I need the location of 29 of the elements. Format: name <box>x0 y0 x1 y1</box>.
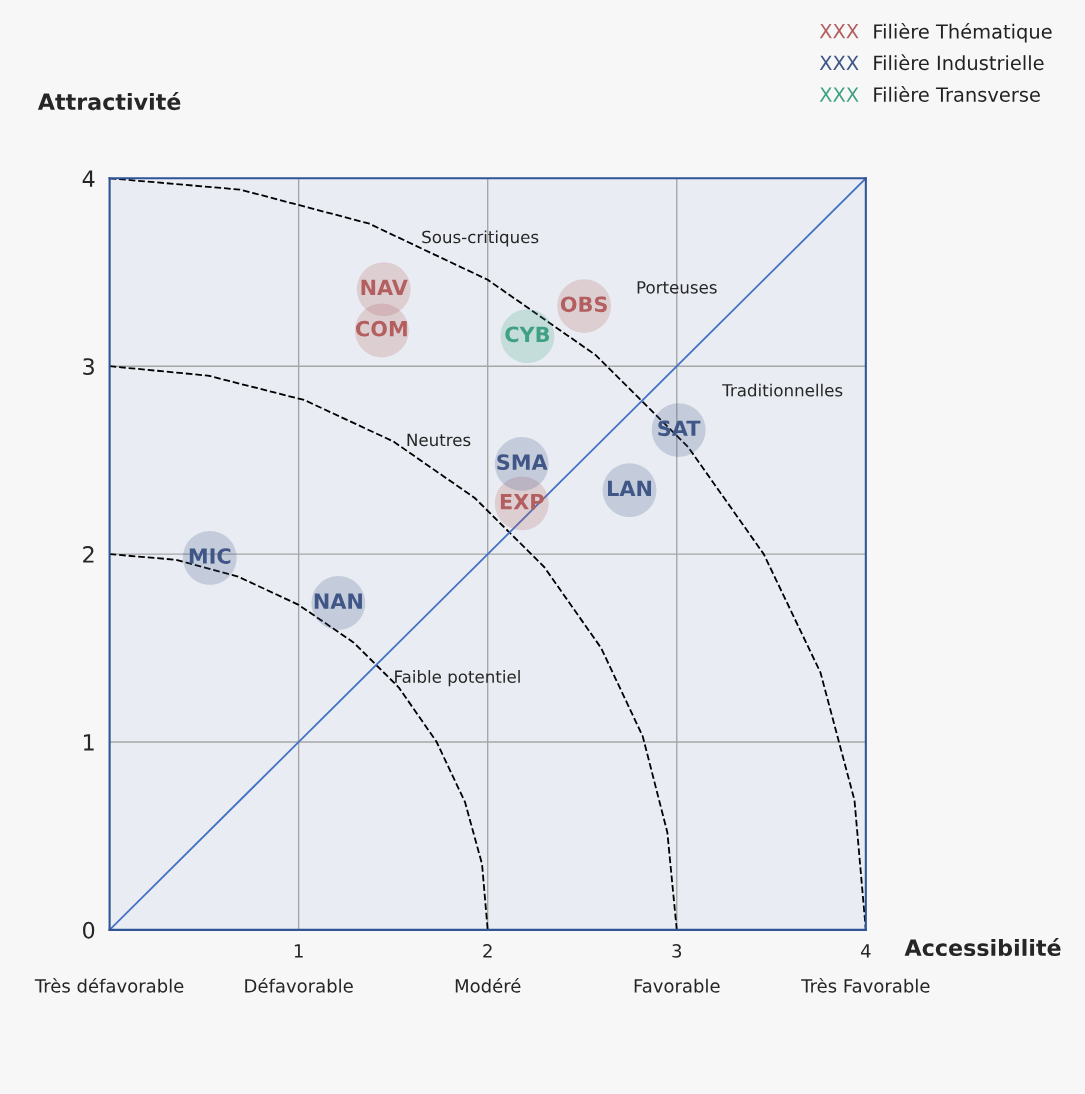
text: XXX Filière Thématique <box>819 23 1052 43</box>
line-series <box>109 178 866 930</box>
annotation: Traditionnelles <box>722 383 843 397</box>
y-tick-label: 4 <box>82 170 95 187</box>
annotation: Neutres <box>407 433 471 447</box>
data-label: LAN <box>608 480 652 496</box>
x-axis-title: Accessibilité <box>904 938 1061 957</box>
data-label: CYB <box>505 326 550 343</box>
text: XXX Filière Transverse <box>819 86 1040 102</box>
x-tick-label: 3 Favorable <box>634 944 720 993</box>
data-label: OBS <box>560 296 607 313</box>
data-label: MIC <box>189 548 231 564</box>
y-tick-label: 1 <box>84 734 94 751</box>
data-label: SMA <box>497 454 548 470</box>
data-label: SAT <box>658 420 701 437</box>
x-tick-label: Très défavorable <box>34 978 184 993</box>
text: XXX Filière Industrielle <box>819 54 1044 71</box>
y-tick-label: 3 <box>83 358 94 375</box>
x-tick-label: 2 Modéré <box>455 944 521 993</box>
x-tick-label: 1 Défavorable <box>245 944 353 993</box>
annotation: Sous-critiques <box>422 230 539 247</box>
y-tick-label: 2 <box>83 546 94 563</box>
data-label: NAV <box>361 279 408 295</box>
y-tick-label: 0 <box>83 921 95 939</box>
data-label: COM <box>356 320 407 337</box>
annotation: Faible potentiel <box>395 670 520 687</box>
data-label: NAN <box>314 593 362 609</box>
annotation: Porteuses <box>637 281 717 294</box>
y-axis-title: Attractivité <box>37 92 181 111</box>
